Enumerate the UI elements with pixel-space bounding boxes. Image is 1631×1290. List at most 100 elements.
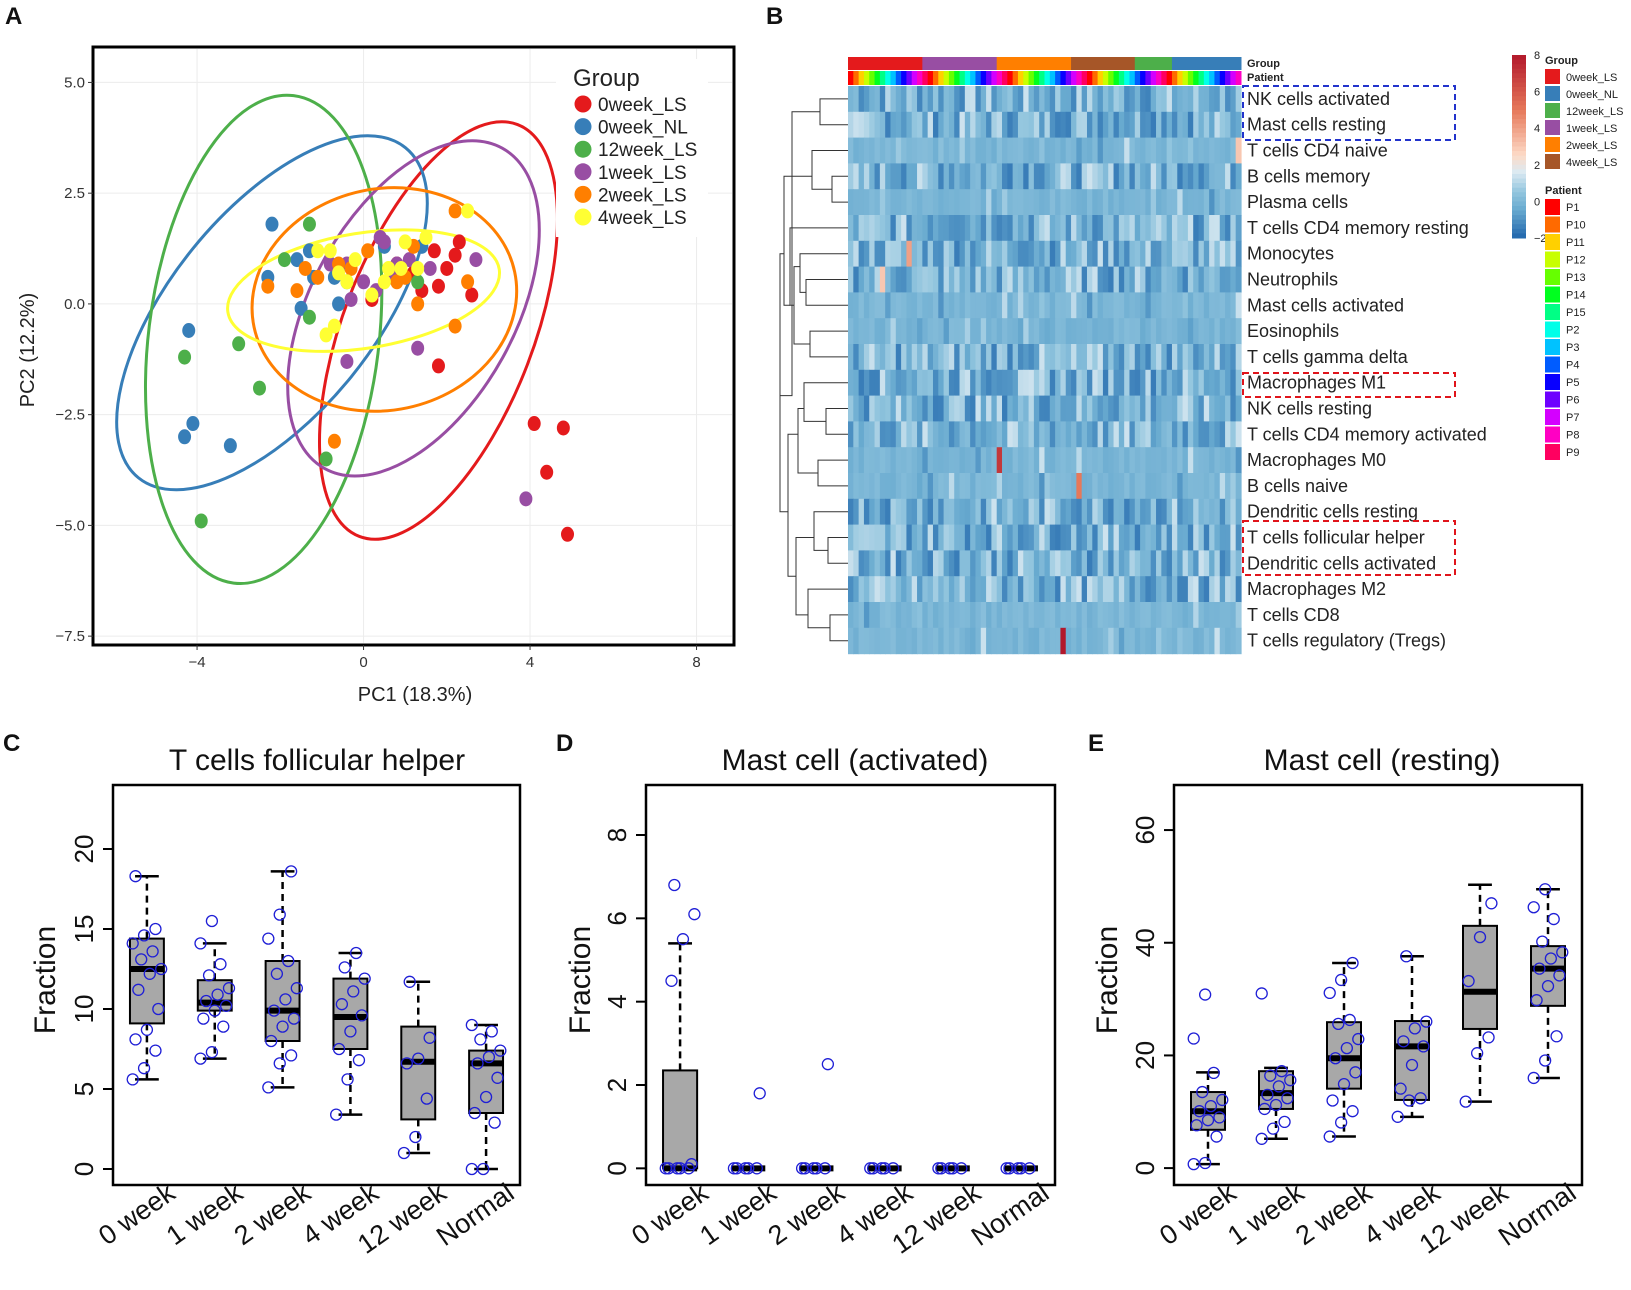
box_mast_act-point	[1023, 1162, 1036, 1175]
heatmap-cell	[927, 189, 934, 216]
heatmap-cell	[1108, 550, 1115, 577]
heatmap-cell	[1177, 215, 1184, 242]
heatmap-cell	[1081, 240, 1088, 268]
heatmap-cell	[927, 86, 934, 113]
heatmap-patient-legend-title: Patient	[1545, 185, 1582, 197]
heatmap-cell	[1177, 137, 1184, 164]
box_mast_rest-point	[1198, 988, 1212, 1001]
box_mast_rest-frame	[1172, 783, 1584, 1187]
heatmap-cell	[1161, 86, 1168, 113]
heatmap-cell	[1012, 189, 1019, 216]
heatmap-cell	[1140, 163, 1147, 190]
box_tfh-point	[412, 1052, 425, 1065]
patient-bar-cell-29	[1002, 71, 1008, 85]
heatmap-cell	[948, 137, 955, 164]
heatmap-cell	[964, 550, 971, 577]
heatmap-cell	[1002, 318, 1008, 345]
heatmap-cell	[858, 292, 865, 319]
heatmap-cell	[1071, 344, 1077, 371]
heatmap-cell	[1012, 111, 1019, 139]
heatmap-cell	[848, 395, 854, 422]
heatmap-cell	[1033, 86, 1040, 113]
heatmap-cell	[1086, 421, 1093, 448]
heatmap-cell	[1171, 602, 1178, 629]
heatmap-cell	[1102, 86, 1109, 113]
heatmap-cell	[858, 421, 865, 448]
heatmap-cell	[863, 266, 870, 293]
box_mast_rest-point	[1255, 987, 1268, 1000]
heatmap-cell	[1055, 163, 1062, 190]
heatmap-cell	[879, 447, 886, 474]
heatmap-cell	[1166, 550, 1173, 577]
heatmap-cell	[1055, 240, 1062, 268]
heatmap-cell	[885, 344, 892, 371]
heatmap-cell	[1235, 421, 1242, 448]
box_tfh-point	[200, 994, 213, 1008]
box_tfh-point	[465, 1018, 478, 1032]
heatmap-cell	[1177, 524, 1184, 551]
heatmap-cell	[1039, 240, 1046, 268]
patient-bar-cell-13	[917, 71, 923, 85]
heatmap-cell	[975, 627, 982, 655]
point-12week_LS-0	[178, 349, 192, 365]
heatmap-cell	[1219, 498, 1226, 526]
heatmap-cell	[980, 163, 987, 190]
heatmap-cell	[1225, 266, 1231, 293]
heatmap-cell	[1219, 576, 1226, 603]
heatmap-cell	[1198, 111, 1205, 139]
patient-bar-cell-46	[1092, 71, 1099, 85]
heatmap-cell	[1012, 421, 1019, 448]
heatmap-cell	[932, 189, 939, 216]
box_tfh-point	[211, 988, 224, 1001]
heatmap-cell	[943, 189, 950, 216]
heatmap-cell	[1017, 498, 1024, 526]
pca-points	[178, 203, 575, 542]
heatmap-cell	[932, 240, 939, 268]
heatmap-cell	[996, 627, 1003, 655]
heatmap-cell	[1171, 189, 1178, 216]
box_tfh-point	[468, 1106, 481, 1120]
heatmap-cell	[853, 447, 860, 474]
heatmap-cell	[890, 550, 897, 577]
heatmap-cell	[879, 240, 886, 268]
heatmap-cell	[1214, 215, 1221, 242]
heatmap-cell	[1230, 576, 1237, 603]
point-2week_LS-14	[298, 260, 312, 276]
box_mast_rest-point	[1334, 973, 1348, 987]
box_mast_rest-point	[1261, 1088, 1274, 1102]
box_mast_rest-point	[1334, 1116, 1348, 1129]
heatmap-cell	[869, 189, 876, 216]
heatmap-cell	[911, 473, 918, 500]
heatmap-cell	[863, 627, 870, 655]
heatmap-cell	[1161, 550, 1168, 577]
heatmap-cell	[1071, 369, 1077, 397]
heatmap-cell	[1193, 86, 1200, 113]
heatmap-cell	[1214, 576, 1221, 603]
heatmap-cell	[1092, 344, 1099, 371]
heatmap-cell	[1203, 627, 1210, 655]
heatmap-cell	[1033, 318, 1040, 345]
color-scale-segment	[1512, 173, 1526, 180]
heatmap-cell	[1225, 86, 1231, 113]
heatmap-cell	[863, 369, 870, 397]
heatmap-cell	[938, 344, 945, 371]
heatmap-cell	[996, 266, 1003, 293]
heatmap-cell	[1071, 421, 1077, 448]
heatmap-cell	[895, 344, 902, 371]
heatmap-cell	[890, 344, 897, 371]
box_tfh-point	[155, 962, 168, 976]
boxplot-tfh: T cells follicular helper Fraction 05101…	[29, 744, 522, 1260]
heatmap-cell	[1230, 292, 1237, 319]
point-0week_LS-3	[431, 278, 445, 294]
heatmap-cell	[853, 86, 860, 113]
patient-legend-label-P10: P10	[1566, 220, 1586, 232]
heatmap-cell	[1033, 576, 1040, 603]
heatmap-cell	[1187, 292, 1194, 319]
heatmap-cell	[1182, 447, 1189, 474]
heatmap-cell	[1086, 240, 1093, 268]
box_mast_act-box	[662, 1069, 699, 1170]
heatmap-cell	[1102, 111, 1109, 139]
heatmap-cell	[1012, 550, 1019, 577]
heatmap-cell	[1171, 395, 1178, 422]
box_mast_rest-point	[1346, 956, 1359, 970]
